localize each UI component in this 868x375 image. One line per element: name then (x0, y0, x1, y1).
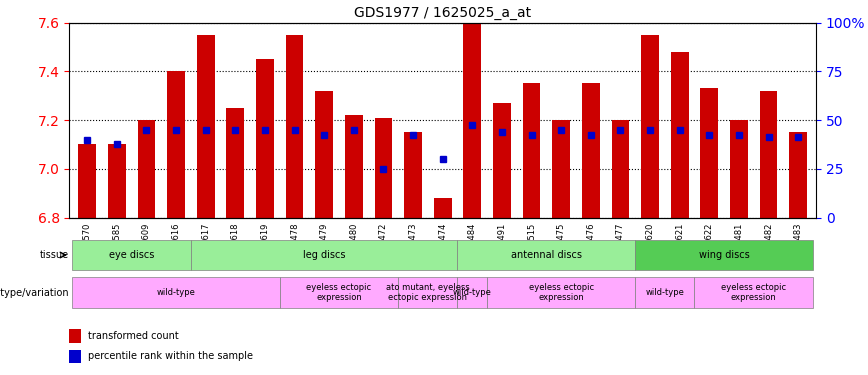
FancyBboxPatch shape (398, 278, 457, 308)
Text: eyeless ectopic
expression: eyeless ectopic expression (306, 283, 372, 302)
Bar (78, 144, 96, 218)
Bar (137, 120, 155, 218)
FancyBboxPatch shape (457, 278, 487, 308)
Bar (612, 120, 629, 218)
FancyBboxPatch shape (72, 240, 191, 270)
Bar (730, 120, 748, 218)
Text: tissue: tissue (40, 250, 69, 260)
FancyBboxPatch shape (635, 240, 813, 270)
Bar (493, 103, 510, 218)
Bar (464, 22, 481, 218)
Bar (582, 84, 600, 218)
FancyBboxPatch shape (457, 240, 635, 270)
Text: antennal discs: antennal discs (511, 250, 582, 260)
Text: genotype/variation: genotype/variation (0, 288, 69, 297)
Text: ato mutant, eyeless
ectopic expression: ato mutant, eyeless ectopic expression (386, 283, 470, 302)
Bar (641, 34, 659, 218)
FancyBboxPatch shape (635, 278, 694, 308)
Bar (168, 71, 185, 217)
Text: wing discs: wing discs (699, 250, 749, 260)
Bar (760, 91, 778, 218)
Text: wild-type: wild-type (453, 288, 492, 297)
Bar (789, 132, 807, 218)
Bar (345, 115, 363, 218)
Bar (404, 132, 422, 218)
Title: GDS1977 / 1625025_a_at: GDS1977 / 1625025_a_at (354, 6, 531, 20)
FancyBboxPatch shape (694, 278, 813, 308)
Text: percentile rank within the sample: percentile rank within the sample (89, 351, 253, 361)
Bar (197, 34, 214, 218)
Bar (375, 117, 392, 218)
FancyBboxPatch shape (279, 278, 398, 308)
FancyBboxPatch shape (487, 278, 635, 308)
Bar (69, 350, 81, 363)
FancyBboxPatch shape (72, 278, 279, 308)
Text: wild-type: wild-type (646, 288, 684, 297)
Bar (286, 34, 304, 218)
Text: transformed count: transformed count (89, 331, 179, 341)
Bar (434, 198, 451, 217)
Text: eyeless ectopic
expression: eyeless ectopic expression (721, 283, 786, 302)
Text: wild-type: wild-type (156, 288, 195, 297)
Text: leg discs: leg discs (303, 250, 345, 260)
Text: eyeless ectopic
expression: eyeless ectopic expression (529, 283, 594, 302)
Bar (256, 59, 273, 217)
FancyBboxPatch shape (191, 240, 457, 270)
Bar (108, 144, 126, 218)
Bar (671, 52, 688, 217)
Bar (227, 108, 244, 218)
Bar (700, 88, 718, 218)
Bar (69, 329, 81, 343)
Bar (315, 91, 333, 218)
Bar (552, 120, 570, 218)
Bar (523, 84, 541, 218)
Text: eye discs: eye discs (109, 250, 155, 260)
